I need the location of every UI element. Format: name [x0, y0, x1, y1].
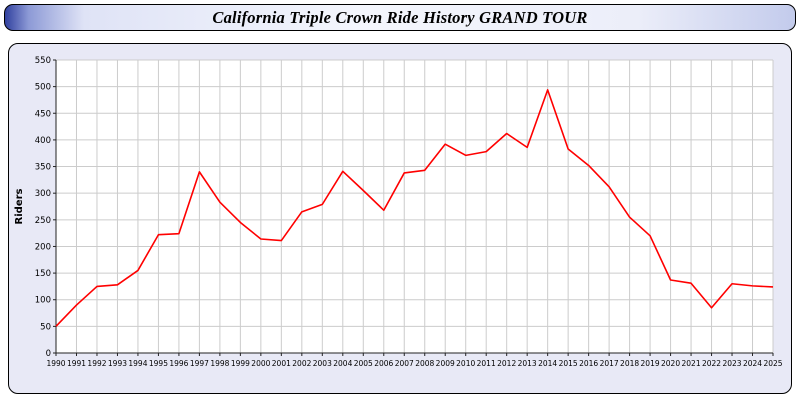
y-tick-label: 0 [46, 349, 51, 359]
y-tick-label: 550 [35, 56, 51, 66]
y-tick-label: 50 [40, 322, 51, 332]
x-tick-label: 1990 [46, 359, 65, 368]
x-tick-label: 2001 [272, 359, 291, 368]
x-tick-label: 2010 [456, 359, 475, 368]
x-tick-label: 2000 [251, 359, 270, 368]
y-axis-label: Riders [14, 188, 25, 224]
y-tick-label: 350 [35, 163, 51, 173]
y-tick-label: 100 [35, 296, 51, 306]
x-tick-label: 2002 [292, 359, 311, 368]
plot-area [56, 60, 773, 353]
x-tick-label: 1992 [87, 359, 106, 368]
y-tick-label: 400 [35, 136, 51, 146]
x-tick-label: 2020 [661, 359, 680, 368]
x-tick-label: 1995 [149, 359, 168, 368]
page-title: California Triple Crown Ride History GRA… [212, 7, 588, 27]
y-tick-label: 150 [35, 269, 51, 279]
y-tick-label: 250 [35, 216, 51, 226]
x-tick-label: 2009 [436, 359, 455, 368]
x-tick-label: 2019 [641, 359, 660, 368]
y-tick-label: 200 [35, 242, 51, 252]
x-tick-label: 1999 [231, 359, 250, 368]
x-tick-label: 2007 [395, 359, 414, 368]
data-line [55, 89, 774, 327]
x-tick-label: 2006 [374, 359, 393, 368]
x-tick-label: 2003 [313, 359, 332, 368]
y-tick-label: 300 [35, 189, 51, 199]
x-tick-label: 1991 [67, 359, 86, 368]
x-tick-label: 2018 [620, 359, 639, 368]
x-tick-label: 2024 [743, 359, 762, 368]
x-tick-label: 2005 [354, 359, 373, 368]
y-tick-label: 500 [35, 83, 51, 93]
x-tick-label: 1993 [108, 359, 127, 368]
x-tick-label: 1996 [169, 359, 188, 368]
x-tick-label: 2021 [682, 359, 701, 368]
chart-title-bar: California Triple Crown Ride History GRA… [4, 4, 796, 31]
x-tick-label: 2013 [518, 359, 537, 368]
x-tick-label: 2025 [763, 359, 782, 368]
x-tick-label: 1998 [210, 359, 229, 368]
x-tick-label: 2008 [415, 359, 434, 368]
x-tick-label: 2017 [600, 359, 619, 368]
x-tick-label: 2022 [702, 359, 721, 368]
x-tick-label: 2023 [722, 359, 741, 368]
x-tick-label: 2011 [477, 359, 496, 368]
x-tick-label: 2014 [538, 359, 557, 368]
y-tick-label: 450 [35, 109, 51, 119]
x-tick-label: 2015 [559, 359, 578, 368]
x-tick-label: 2004 [333, 359, 352, 368]
x-tick-label: 2016 [579, 359, 598, 368]
chart-card: 0 50 100 150 200 250 300 350 400 450 500 550 1990 199… [8, 43, 792, 394]
x-tick-label: 1997 [190, 359, 209, 368]
x-tick-label: 2012 [497, 359, 516, 368]
x-tick-label: 1994 [128, 359, 147, 368]
